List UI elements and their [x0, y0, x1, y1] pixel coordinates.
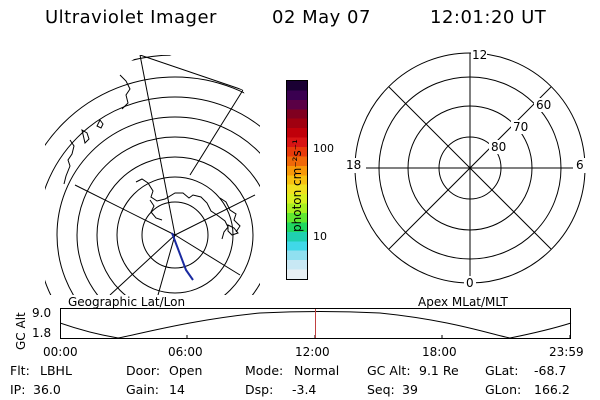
timeline-tick-0000: 00:00 — [43, 345, 78, 359]
gc-alt-label: GC Alt: — [367, 363, 411, 378]
glat-label: GLat: — [485, 363, 519, 378]
geographic-map — [45, 55, 260, 295]
mlat-label-60: 60 — [536, 98, 552, 112]
ip-label: IP: — [10, 382, 26, 397]
mlt-label-18: 18 — [346, 158, 362, 172]
seq-value: 39 — [402, 382, 418, 397]
polar-plot — [344, 50, 587, 290]
door-label: Door: — [126, 363, 161, 378]
geo-plot-caption: Geographic Lat/Lon — [68, 295, 186, 309]
gain-value: 14 — [169, 382, 185, 397]
glon-label: GLon: — [485, 382, 522, 397]
timeline-tick-2359: 23:59 — [549, 345, 584, 359]
glat-value: -68.7 — [534, 363, 567, 378]
mlat-label-80: 80 — [491, 140, 507, 154]
mlt-label-6: 6 — [576, 158, 584, 172]
timeline-ylabel: GC Alt — [14, 312, 28, 350]
filter-value: LBHL — [40, 363, 72, 378]
date-label: 02 May 07 — [272, 7, 371, 28]
altitude-timeline — [60, 308, 572, 339]
colorbar — [286, 80, 308, 280]
timeline-tick-0600: 06:00 — [168, 345, 203, 359]
timeline-ymin: 1.8 — [32, 326, 52, 340]
timeline-tick-1800: 18:00 — [422, 345, 457, 359]
mlat-label-70: 70 — [513, 120, 529, 134]
timeline-ymax: 9.0 — [32, 306, 52, 320]
timeline-tick-1200: 12:00 — [295, 345, 330, 359]
instrument-title: Ultraviolet Imager — [45, 7, 217, 28]
mode-label: Mode: — [245, 363, 284, 378]
dsp-value: -3.4 — [292, 382, 317, 397]
gc-alt-value: 9.1 Re — [419, 363, 459, 378]
dsp-label: Dsp: — [245, 382, 274, 397]
door-value: Open — [169, 363, 203, 378]
colorbar-unit-label: photon cm⁻²s⁻¹ — [290, 139, 304, 232]
time-label: 12:01:20 UT — [430, 7, 547, 28]
polar-plot-caption: Apex MLat/MLT — [418, 295, 508, 309]
colorbar-tick-100: 100 — [313, 142, 334, 155]
glon-value: 166.2 — [534, 382, 570, 397]
gain-label: Gain: — [126, 382, 159, 397]
mlt-label-0: 0 — [466, 276, 474, 290]
mode-value: Normal — [294, 363, 340, 378]
colorbar-tick-10: 10 — [313, 230, 327, 243]
filter-label: Flt: — [10, 363, 30, 378]
seq-label: Seq: — [367, 382, 395, 397]
ip-value: 36.0 — [33, 382, 61, 397]
mlt-label-12: 12 — [472, 48, 488, 62]
